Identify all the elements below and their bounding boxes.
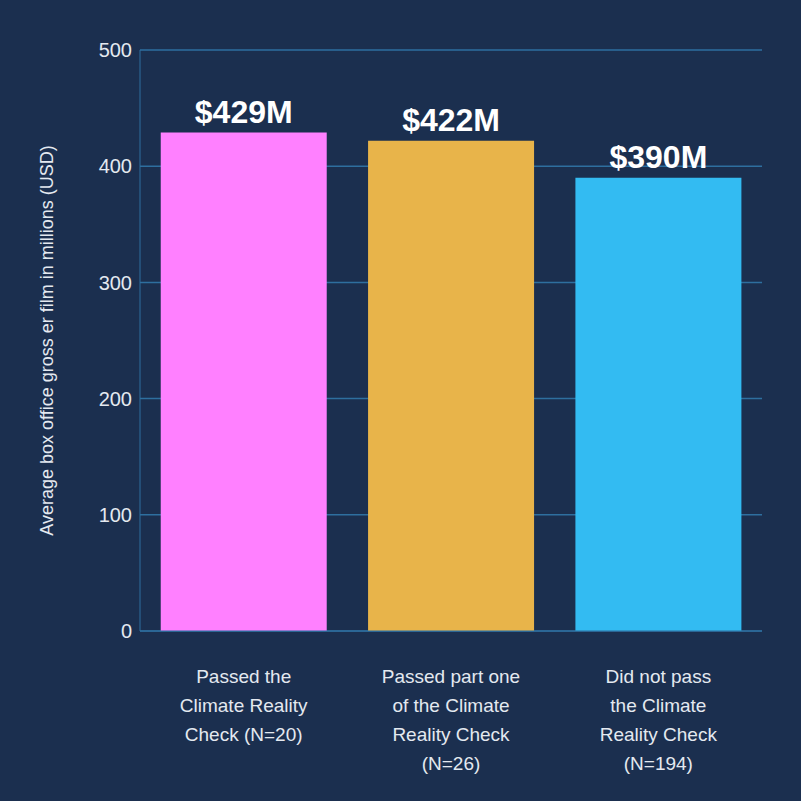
svg-text:Reality Check: Reality Check <box>600 724 718 745</box>
svg-text:0: 0 <box>121 620 132 642</box>
svg-text:Reality Check: Reality Check <box>392 724 510 745</box>
svg-text:Passed part one: Passed part one <box>382 666 520 687</box>
svg-text:Passed the: Passed the <box>196 666 291 687</box>
svg-text:(N=194): (N=194) <box>624 753 693 774</box>
svg-text:the Climate: the Climate <box>610 695 706 716</box>
svg-text:300: 300 <box>99 272 132 294</box>
svg-text:Check (N=20): Check (N=20) <box>185 724 303 745</box>
svg-text:$422M: $422M <box>402 102 500 138</box>
svg-text:200: 200 <box>99 388 132 410</box>
svg-text:$390M: $390M <box>609 139 707 175</box>
svg-text:Did not pass: Did not pass <box>606 666 712 687</box>
svg-text:500: 500 <box>99 39 132 61</box>
svg-text:400: 400 <box>99 155 132 177</box>
svg-text:Climate Reality: Climate Reality <box>180 695 308 716</box>
svg-text:(N=26): (N=26) <box>422 753 481 774</box>
svg-text:$429M: $429M <box>195 94 293 130</box>
svg-text:of the Climate: of the Climate <box>392 695 509 716</box>
svg-text:Average box office gross er fi: Average box office gross er film in mill… <box>37 145 57 535</box>
svg-text:100: 100 <box>99 504 132 526</box>
